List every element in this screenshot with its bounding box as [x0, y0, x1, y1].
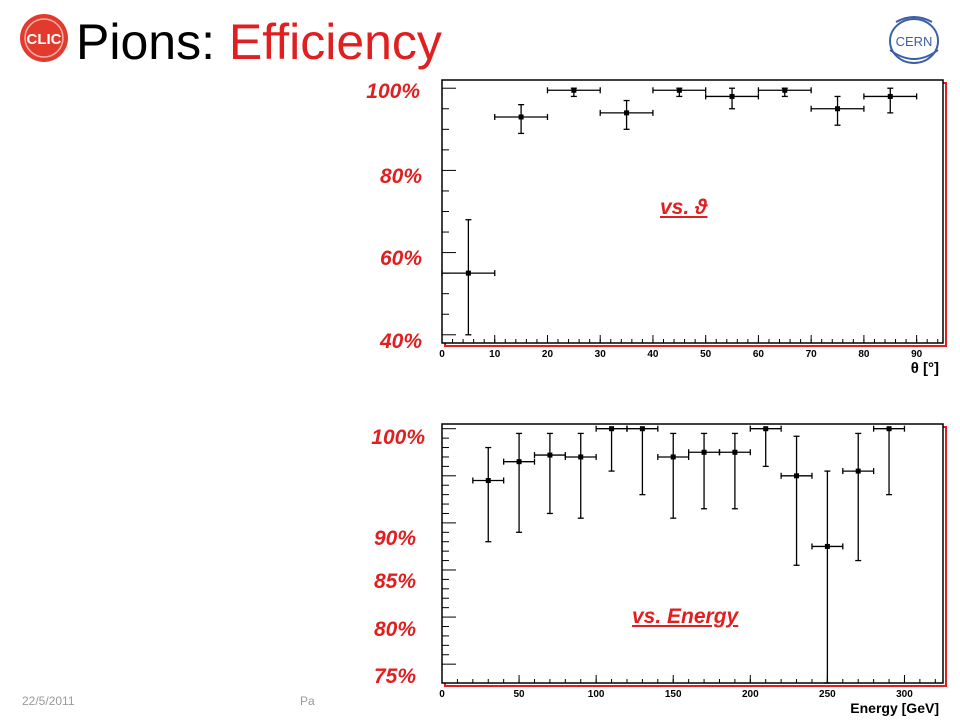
data-point [652, 87, 707, 98]
title-prefix: Pions: [76, 14, 215, 70]
frame [441, 79, 944, 344]
data-point [494, 104, 549, 135]
marker [639, 426, 645, 432]
data-point [564, 432, 597, 519]
x-tick-label: 10 [489, 349, 501, 360]
x-axis-label: Energy [GeV] [850, 700, 939, 716]
x-tick-label: 50 [514, 689, 526, 700]
marker [547, 452, 553, 458]
x-tick-label: 300 [896, 689, 913, 700]
data-point [599, 99, 654, 130]
cern-logo-icon: CERN [889, 16, 939, 64]
data-point [626, 425, 659, 496]
y-label-90-bottom: 90% [373, 527, 416, 550]
marker [732, 449, 738, 455]
marker [571, 87, 577, 93]
marker [465, 270, 471, 276]
marker [835, 106, 841, 112]
marker [624, 110, 630, 116]
x-tick-label: 30 [595, 349, 607, 360]
svg-text:CLIC: CLIC [27, 31, 62, 48]
marker [609, 426, 615, 432]
data-point [842, 432, 875, 562]
marker [855, 468, 861, 474]
y-label-100-bottom: 100% [371, 426, 425, 449]
marker [887, 93, 893, 99]
data-point [872, 425, 906, 496]
x-tick-label: 40 [647, 349, 659, 360]
data-point [503, 432, 536, 533]
x-tick-label: 100 [588, 689, 605, 700]
data-point [810, 95, 865, 126]
marker [578, 454, 584, 460]
data-point [595, 425, 628, 472]
x-axis-label: θ [°] [911, 360, 939, 377]
data-point [811, 470, 844, 684]
marker [729, 93, 735, 99]
cern-logo-text: CERN [896, 34, 933, 49]
marker [794, 473, 800, 479]
footer-date: 22/5/2011 [22, 694, 75, 708]
x-tick-label: 0 [439, 349, 445, 360]
data-point [705, 87, 760, 110]
marker [782, 87, 788, 93]
data-point [749, 425, 782, 468]
title-highlight: Efficiency [228, 14, 442, 70]
marker [516, 459, 522, 465]
y-label-85-bottom: 85% [373, 570, 416, 593]
tag-vs-theta: vs. ϑ [660, 196, 708, 219]
y-label-80-top: 80% [379, 165, 422, 188]
data-point [441, 219, 496, 336]
marker [670, 454, 676, 460]
marker [824, 543, 830, 549]
data-point [546, 87, 601, 98]
y-label-100-top: 100% [366, 80, 420, 103]
data-point [757, 87, 812, 98]
marker [763, 426, 769, 432]
clic-logo-icon: CLIC [20, 14, 68, 62]
x-tick-label: 80 [858, 349, 870, 360]
y-label-40-top: 40% [379, 330, 422, 353]
y-label-80-bottom: 80% [373, 618, 416, 641]
marker [518, 114, 524, 120]
x-tick-label: 20 [542, 349, 554, 360]
x-tick-label: 250 [819, 689, 836, 700]
slide-title: Pions: Efficiency [76, 10, 442, 74]
marker [701, 449, 707, 455]
marker [676, 87, 682, 93]
footer-page-label: Pa [300, 694, 315, 708]
data-point [780, 435, 813, 566]
x-tick-label: 60 [753, 349, 765, 360]
marker [886, 426, 892, 432]
y-label-60-top: 60% [379, 247, 422, 270]
data-point [718, 432, 751, 510]
marker [485, 478, 491, 484]
x-tick-label: 200 [742, 689, 759, 700]
x-tick-label: 70 [806, 349, 818, 360]
tag-vs-energy: vs. Energy [632, 605, 739, 628]
data-point [472, 446, 505, 543]
frame [441, 423, 944, 684]
x-tick-label: 150 [665, 689, 682, 700]
x-tick-label: 50 [700, 349, 712, 360]
x-tick-label: 90 [911, 349, 923, 360]
x-tick-label: 0 [439, 689, 445, 700]
y-label-75-bottom: 75% [373, 665, 416, 688]
data-point [863, 87, 918, 114]
